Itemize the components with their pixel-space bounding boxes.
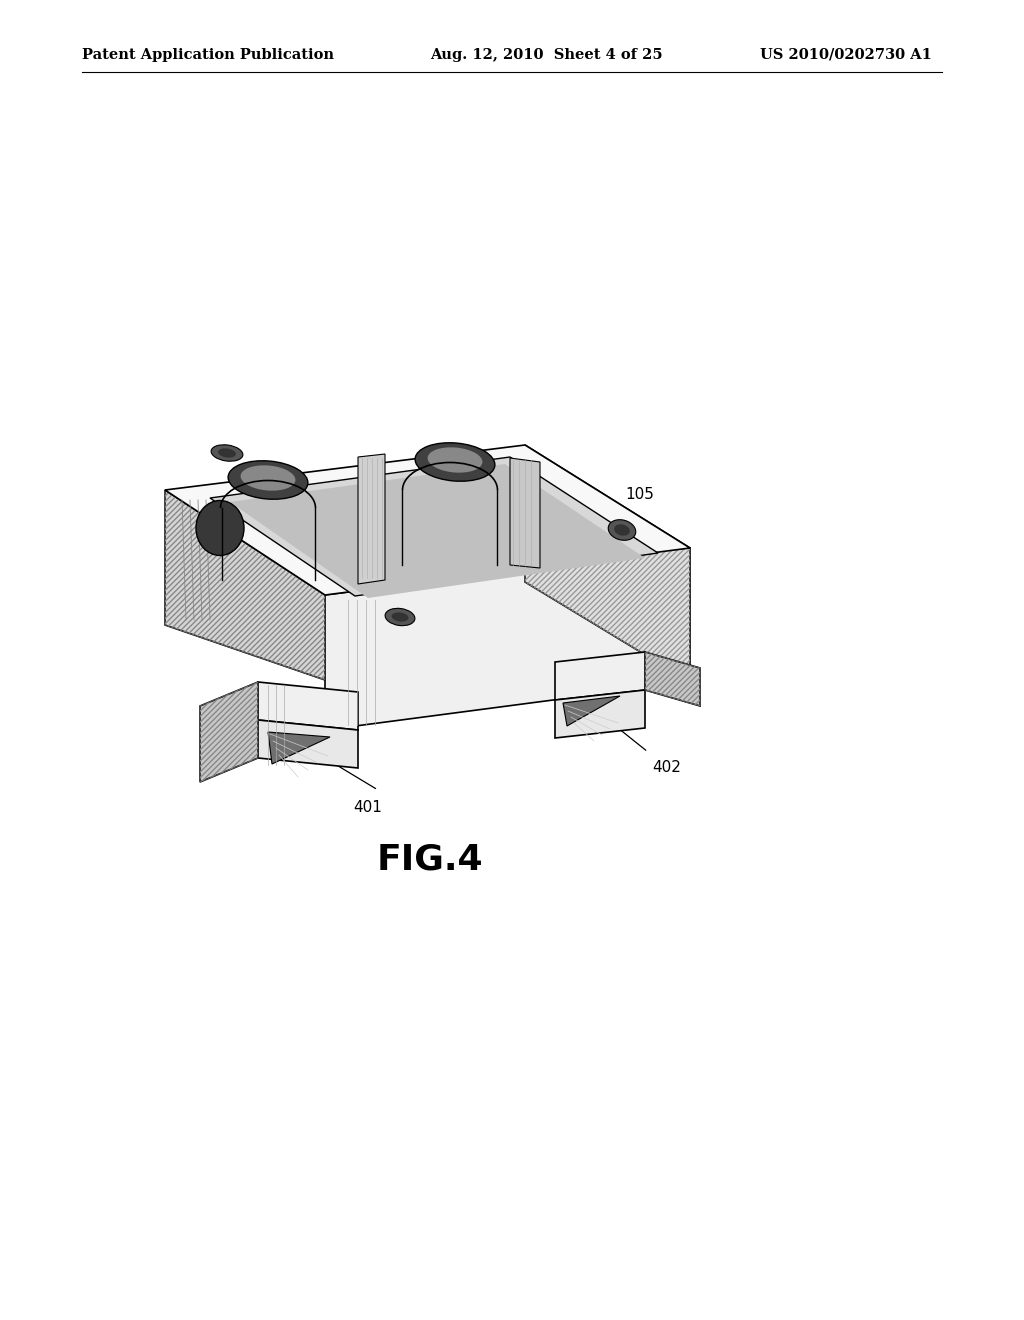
- Polygon shape: [555, 652, 645, 700]
- Ellipse shape: [241, 466, 295, 491]
- Polygon shape: [358, 454, 385, 583]
- Text: 105: 105: [625, 487, 654, 502]
- Polygon shape: [230, 465, 645, 598]
- Polygon shape: [645, 652, 700, 706]
- Text: 401: 401: [353, 800, 382, 814]
- Ellipse shape: [415, 442, 495, 482]
- Ellipse shape: [614, 524, 630, 536]
- Polygon shape: [563, 696, 620, 726]
- Ellipse shape: [385, 609, 415, 626]
- Polygon shape: [510, 458, 540, 568]
- Text: Patent Application Publication: Patent Application Publication: [82, 48, 334, 62]
- Polygon shape: [325, 548, 690, 730]
- Text: FIG.4: FIG.4: [377, 843, 483, 876]
- Polygon shape: [258, 719, 358, 768]
- Ellipse shape: [218, 449, 236, 458]
- Ellipse shape: [228, 461, 308, 499]
- Polygon shape: [210, 457, 658, 597]
- Ellipse shape: [196, 500, 244, 556]
- Ellipse shape: [391, 612, 409, 622]
- Polygon shape: [525, 445, 690, 682]
- Text: Aug. 12, 2010  Sheet 4 of 25: Aug. 12, 2010 Sheet 4 of 25: [430, 48, 663, 62]
- Ellipse shape: [211, 445, 243, 461]
- Polygon shape: [258, 682, 358, 730]
- Ellipse shape: [428, 447, 482, 473]
- Polygon shape: [268, 733, 330, 764]
- Polygon shape: [165, 490, 325, 680]
- Polygon shape: [200, 682, 258, 781]
- Text: US 2010/0202730 A1: US 2010/0202730 A1: [760, 48, 932, 62]
- Polygon shape: [555, 690, 645, 738]
- Text: 402: 402: [652, 760, 681, 775]
- Polygon shape: [165, 445, 690, 595]
- Ellipse shape: [608, 520, 636, 540]
